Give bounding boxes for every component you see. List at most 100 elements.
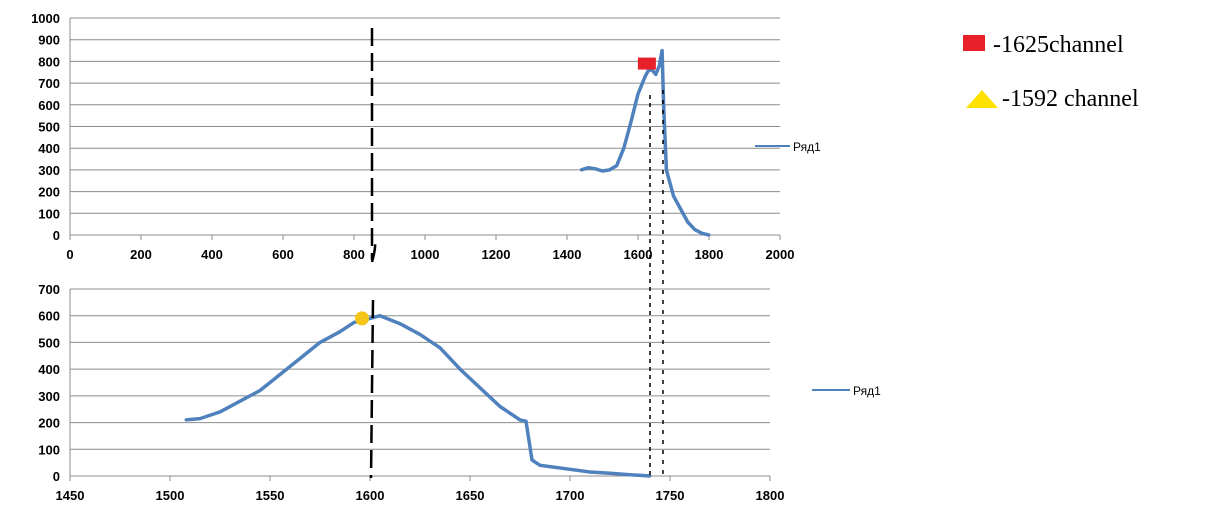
x-tick-label: 1200 (482, 247, 511, 262)
data-point (672, 194, 675, 198)
data-point (700, 231, 704, 235)
y-tick-label: 600 (38, 98, 60, 113)
x-tick-label: 1550 (256, 488, 285, 503)
data-point (643, 75, 647, 79)
data-point (707, 233, 711, 237)
x-tick-label: 0 (66, 247, 73, 262)
data-point (686, 220, 690, 224)
x-tick-label: 1500 (156, 488, 185, 503)
y-tick-label: 200 (38, 185, 60, 200)
data-point (601, 169, 604, 173)
x-tick-label: 1600 (624, 247, 653, 262)
y-tick-label: 500 (38, 335, 60, 350)
dashed-line-left (369, 28, 377, 479)
y-tick-label: 400 (38, 362, 60, 377)
data-point (608, 168, 612, 172)
x-tick-label: 600 (272, 247, 294, 262)
data-point (654, 72, 658, 76)
legend-label: Ряд1 (853, 384, 881, 398)
data-point (608, 471, 612, 475)
data-point (586, 166, 590, 170)
dashed-guides (369, 28, 664, 479)
data-point (378, 314, 382, 318)
y-tick-label: 700 (38, 76, 60, 91)
peak-marker-square (637, 57, 656, 70)
data-point (629, 120, 633, 124)
data-point (628, 473, 632, 477)
data-point (478, 386, 482, 390)
y-tick-label: 400 (38, 141, 60, 156)
data-point (218, 410, 222, 414)
x-tick-label: 1700 (556, 488, 585, 503)
data-point (662, 103, 666, 107)
yellow-triangle-icon (966, 90, 998, 108)
x-tick-label: 1600 (356, 488, 385, 503)
series-line (185, 313, 651, 478)
data-point (418, 332, 422, 336)
x-tick-label: 1400 (553, 247, 582, 262)
data-point (679, 207, 683, 211)
x-tick-label: 400 (201, 247, 223, 262)
data-point (648, 474, 652, 478)
plot-bottom: 0 100 200 300 400 500 600 700 1450 1500 1550 1600 16… (38, 282, 784, 503)
data-point (657, 64, 661, 68)
data-point (568, 467, 572, 471)
data-point (198, 417, 202, 421)
y-tick-label: 1000 (31, 11, 60, 26)
data-point (498, 405, 502, 409)
y-tick-label: 300 (38, 163, 60, 178)
y-tick-label: 600 (38, 309, 60, 324)
data-point (258, 389, 262, 393)
x-tick-label: 1800 (695, 247, 724, 262)
y-tick-label: 100 (38, 442, 60, 457)
data-point (664, 168, 668, 172)
y-tick-label: 0 (53, 469, 60, 484)
data-point (438, 346, 442, 350)
y-tick-label: 100 (38, 206, 60, 221)
x-tick-label: 2000 (766, 247, 795, 262)
series-legend-top: Ряд1 (755, 140, 821, 154)
data-point (524, 419, 528, 423)
y-tick-label: 700 (38, 282, 60, 297)
y-tick-label: 0 (53, 228, 60, 243)
data-point (298, 356, 302, 360)
data-point (352, 320, 356, 324)
data-point (615, 164, 619, 168)
legend-label: Ряд1 (793, 140, 821, 154)
y-tick-label: 800 (38, 54, 60, 69)
data-point (368, 316, 372, 320)
x-tick-label: 1750 (656, 488, 685, 503)
data-point (184, 418, 188, 422)
x-tick-label: 200 (130, 247, 152, 262)
note-1592-channel: -1592 channel (1002, 86, 1139, 112)
data-point (238, 399, 242, 403)
data-point (622, 146, 626, 150)
data-point (593, 167, 597, 171)
data-point (588, 470, 592, 474)
x-tick-label: 800 (343, 247, 365, 262)
red-square-icon (963, 35, 985, 51)
x-tick-label: 1800 (756, 488, 785, 503)
data-point (636, 92, 640, 96)
annotation-legend: -1625channel -1592 channel (963, 32, 1139, 112)
data-point (518, 418, 522, 422)
y-tick-label: 300 (38, 389, 60, 404)
x-tick-label: 1450 (56, 488, 85, 503)
data-point (538, 463, 542, 467)
data-point (693, 228, 697, 232)
plot-top: 0 100 200 300 400 500 600 700 800 900 1000 0 200 400 6… (31, 11, 794, 262)
data-point (398, 322, 402, 326)
y-tick-label: 500 (38, 120, 60, 135)
data-point (579, 168, 583, 172)
data-point (278, 372, 282, 376)
data-point (338, 330, 342, 334)
data-point (530, 458, 534, 462)
series-legend-bottom: Ряд1 (812, 384, 881, 398)
x-tick-label: 1000 (411, 247, 440, 262)
note-1625-channel: -1625channel (993, 32, 1124, 58)
data-point (458, 367, 462, 371)
data-point (548, 465, 552, 469)
y-tick-label: 200 (38, 416, 60, 431)
